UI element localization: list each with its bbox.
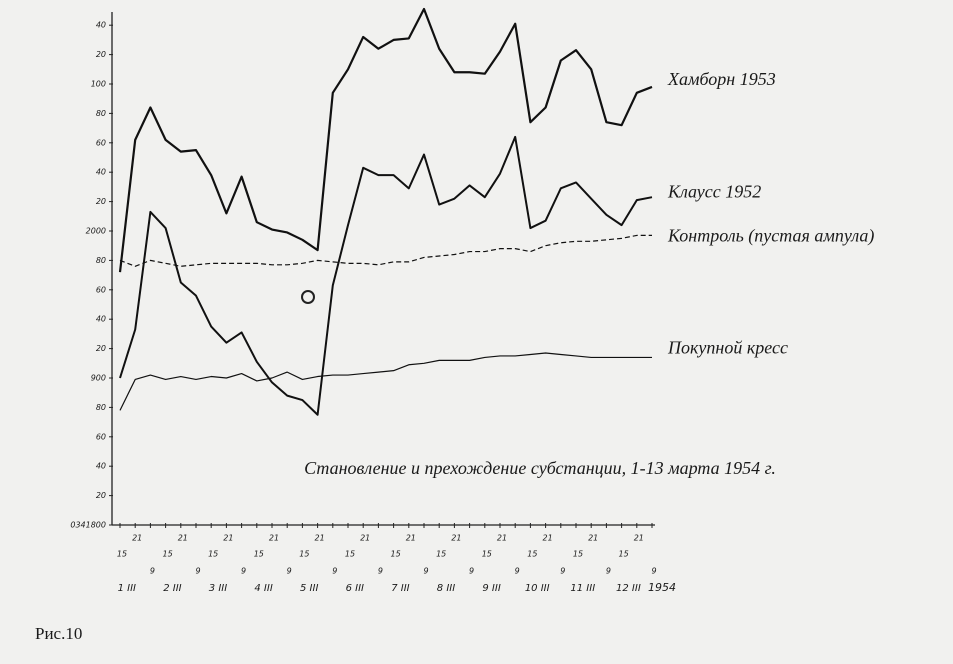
x-tick-label: 15 [254,550,264,559]
y-tick-label: 40 [96,168,106,177]
y-tick-label: 20 [96,197,106,206]
y-tick-label: 40 [96,462,106,471]
figure-label: Рис.10 [35,624,82,643]
x-tick-label: 15 [299,550,309,559]
y-tick-label: 2000 [86,227,106,236]
x-tick-label: 21 [406,534,416,543]
day-label: 5 III [300,583,318,594]
x-tick-label: 9 [195,567,200,576]
series-line [118,7,653,273]
y-tick-label: 80 [96,256,106,265]
caption: Становление и прехождение субстанции, 1-… [304,458,776,478]
x-tick-label: 21 [634,534,644,543]
y-tick-label: 80 [96,109,106,118]
x-tick-label: 15 [482,550,492,559]
x-tick-label: 21 [497,534,507,543]
x-tick-label: 15 [619,550,629,559]
x-tick-label: 15 [117,550,127,559]
x-tick-label: 9 [241,567,246,576]
series-label: Хамборн 1953 [667,69,776,89]
day-label: 6 III [346,583,364,594]
year-label: 1954 [648,581,676,594]
series-label: Контроль (пустая ампула) [667,226,874,247]
y-tick-label: 60 [96,285,106,294]
x-tick-label: 15 [208,550,218,559]
series-line [119,352,652,411]
x-tick-label: 21 [132,534,142,543]
day-label: 12 III [616,583,641,594]
x-tick-label: 9 [651,567,656,576]
day-label: 7 III [391,583,409,594]
x-tick-label: 15 [527,550,537,559]
x-tick-label: 21 [588,534,598,543]
mark-circle [301,290,315,304]
y-tick-label: 40 [96,315,106,324]
series-label: Покупной кресс [667,338,788,358]
x-tick-label: 21 [543,534,553,543]
x-tick-label: 9 [469,567,474,576]
series-label: Клаусс 1952 [667,181,761,201]
day-label: 4 III [254,583,272,594]
y-tick-label: 20 [96,50,106,59]
y-tick-label: 100 [91,80,106,89]
day-label: 2 III [163,583,181,594]
x-tick-label: 9 [332,567,337,576]
x-tick-label: 9 [378,567,383,576]
x-tick-label: 21 [223,534,233,543]
series-line [119,234,652,267]
day-label: 9 III [482,583,500,594]
y-tick-label: 40 [96,21,106,30]
x-tick-label: 21 [269,534,279,543]
x-tick-label: 15 [391,550,401,559]
x-tick-label: 15 [345,550,355,559]
y-tick-label: 20 [96,344,106,353]
x-tick-label: 15 [436,550,446,559]
x-tick-label: 9 [150,567,155,576]
x-tick-label: 15 [163,550,173,559]
x-tick-label: 21 [451,534,461,543]
y-tick-label: 20 [96,491,106,500]
x-tick-label: 21 [360,534,370,543]
x-tick-label: 9 [606,567,611,576]
day-label: 11 III [570,583,595,594]
x-tick-label: 21 [315,534,325,543]
x-tick-label: 9 [287,567,292,576]
day-label: 10 III [525,583,550,594]
y-tick-label: 900 [91,374,106,383]
y-tick-label: 60 [96,138,106,147]
day-label: 8 III [437,583,455,594]
x-tick-label: 9 [515,567,520,576]
x-tick-label: 9 [560,567,565,576]
series-line [119,135,653,416]
day-label: 1 III [118,583,136,594]
x-tick-label: 9 [423,567,428,576]
x-tick-label: 15 [573,550,583,559]
day-label: 3 III [209,583,227,594]
y-tick-label: 80 [96,403,106,412]
x-tick-label: 21 [178,534,188,543]
y-tick-label: 60 [96,432,106,441]
y-tick-label: 0341800 [70,521,106,530]
